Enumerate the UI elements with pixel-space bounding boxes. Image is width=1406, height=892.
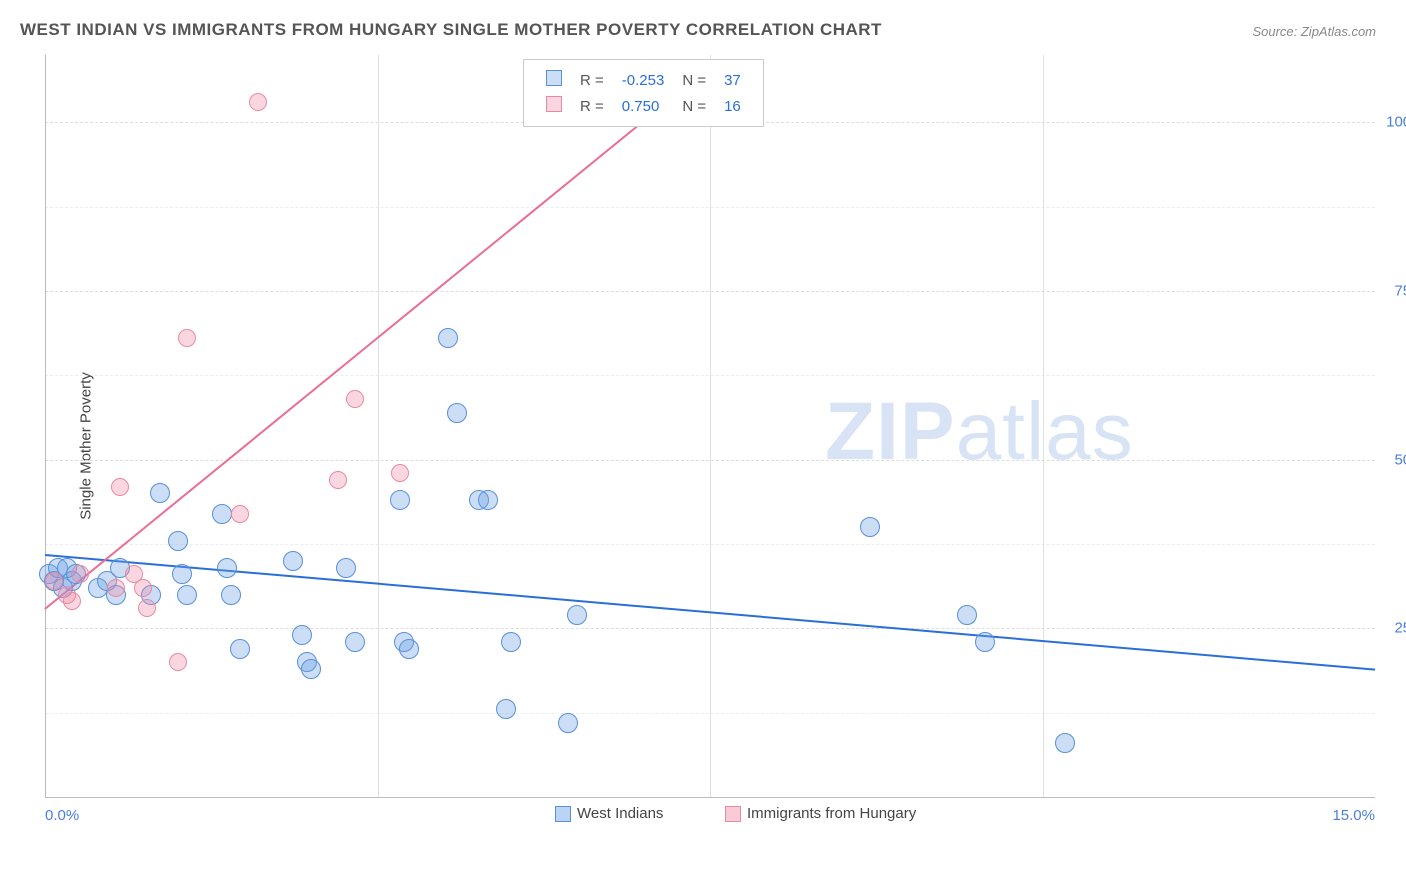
legend-swatch	[546, 70, 562, 86]
scatter-point	[567, 605, 587, 625]
r-value: 0.750	[614, 94, 673, 118]
scatter-point	[221, 585, 241, 605]
series-legend-item: Immigrants from Hungary	[725, 805, 916, 822]
scatter-point	[1055, 733, 1075, 753]
scatter-point	[345, 632, 365, 652]
legend-swatch	[555, 806, 571, 822]
gridline-v	[710, 55, 711, 797]
scatter-point	[558, 713, 578, 733]
scatter-point	[447, 403, 467, 423]
source-label: Source: ZipAtlas.com	[1252, 24, 1376, 39]
x-tick-label: 15.0%	[1332, 807, 1375, 853]
scatter-point	[336, 558, 356, 578]
scatter-point	[390, 490, 410, 510]
scatter-point	[391, 464, 409, 482]
scatter-point	[138, 599, 156, 617]
trend-line	[44, 102, 666, 610]
scatter-point	[230, 639, 250, 659]
correlation-legend: R = -0.253 N = 37 R = 0.750 N = 16	[523, 59, 764, 127]
scatter-point	[399, 639, 419, 659]
x-axis	[45, 797, 1375, 798]
scatter-point	[860, 517, 880, 537]
scatter-point	[292, 625, 312, 645]
legend-swatch	[725, 806, 741, 822]
scatter-point	[134, 579, 152, 597]
scatter-point	[150, 483, 170, 503]
x-tick-label: 0.0%	[45, 807, 79, 853]
y-tick-label: 25.0%	[1381, 620, 1406, 637]
scatter-point	[957, 605, 977, 625]
scatter-point	[329, 471, 347, 489]
scatter-point	[346, 390, 364, 408]
scatter-point	[107, 579, 125, 597]
scatter-point	[168, 531, 188, 551]
n-label: N =	[674, 94, 714, 118]
legend-label: West Indians	[577, 805, 663, 822]
scatter-point	[169, 653, 187, 671]
y-tick-label: 100.0%	[1381, 114, 1406, 131]
y-axis	[45, 55, 46, 797]
scatter-point	[177, 585, 197, 605]
n-value: 16	[716, 94, 749, 118]
y-tick-label: 50.0%	[1381, 451, 1406, 468]
scatter-point	[178, 329, 196, 347]
scatter-point	[231, 505, 249, 523]
scatter-point	[63, 592, 81, 610]
chart-plot-area: ZIPatlas25.0%50.0%75.0%100.0%0.0%15.0% R…	[45, 55, 1375, 825]
scatter-point	[438, 328, 458, 348]
legend-label: Immigrants from Hungary	[747, 805, 916, 822]
n-value: 37	[716, 68, 749, 92]
y-tick-label: 75.0%	[1381, 283, 1406, 300]
series-legend-item: West Indians	[555, 805, 663, 822]
scatter-point	[496, 699, 516, 719]
r-value: -0.253	[614, 68, 673, 92]
chart-title: WEST INDIAN VS IMMIGRANTS FROM HUNGARY S…	[20, 20, 882, 40]
gridline-v	[1043, 55, 1044, 797]
scatter-point	[975, 632, 995, 652]
legend-swatch	[546, 96, 562, 112]
scatter-point	[71, 565, 89, 583]
scatter-point	[172, 564, 192, 584]
scatter-point	[501, 632, 521, 652]
n-label: N =	[674, 68, 714, 92]
gridline-v	[378, 55, 379, 797]
r-label: R =	[572, 94, 612, 118]
scatter-point	[111, 478, 129, 496]
scatter-point	[249, 93, 267, 111]
scatter-point	[478, 490, 498, 510]
scatter-point	[217, 558, 237, 578]
scatter-point	[283, 551, 303, 571]
scatter-point	[212, 504, 232, 524]
watermark: ZIPatlas	[825, 385, 1134, 479]
r-label: R =	[572, 68, 612, 92]
scatter-point	[301, 659, 321, 679]
